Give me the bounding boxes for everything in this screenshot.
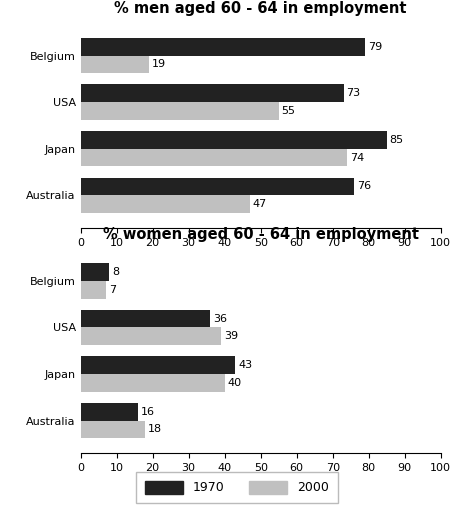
Text: 47: 47	[253, 199, 267, 209]
Bar	[81, 281, 106, 298]
Text: 73: 73	[346, 89, 361, 98]
Bar	[81, 84, 344, 102]
Bar	[81, 403, 138, 420]
Title: % men aged 60 - 64 in employment: % men aged 60 - 64 in employment	[114, 2, 407, 16]
Bar	[81, 131, 387, 148]
Text: 76: 76	[357, 181, 371, 191]
Bar	[81, 102, 279, 120]
Text: 16: 16	[141, 407, 155, 417]
Title: % women aged 60 - 64 in employment: % women aged 60 - 64 in employment	[103, 227, 419, 242]
Legend: 1970, 2000: 1970, 2000	[137, 472, 337, 503]
Text: 85: 85	[390, 135, 404, 145]
Text: 36: 36	[213, 314, 227, 324]
Bar	[81, 420, 146, 438]
Text: 40: 40	[228, 378, 242, 388]
Bar	[81, 56, 149, 73]
Text: 19: 19	[152, 59, 166, 70]
Text: 55: 55	[282, 106, 296, 116]
Bar	[81, 328, 221, 345]
Text: 43: 43	[238, 360, 253, 370]
Bar	[81, 178, 355, 195]
Text: 79: 79	[368, 42, 383, 52]
Bar	[81, 374, 225, 392]
Text: 8: 8	[112, 267, 119, 277]
Bar	[81, 148, 347, 166]
Text: 18: 18	[148, 424, 163, 434]
Text: 74: 74	[350, 153, 365, 162]
Bar	[81, 310, 210, 328]
Text: 7: 7	[109, 285, 116, 295]
Bar	[81, 38, 365, 56]
Text: 39: 39	[224, 331, 238, 342]
Bar	[81, 195, 250, 213]
Bar	[81, 356, 236, 374]
Bar	[81, 263, 109, 281]
